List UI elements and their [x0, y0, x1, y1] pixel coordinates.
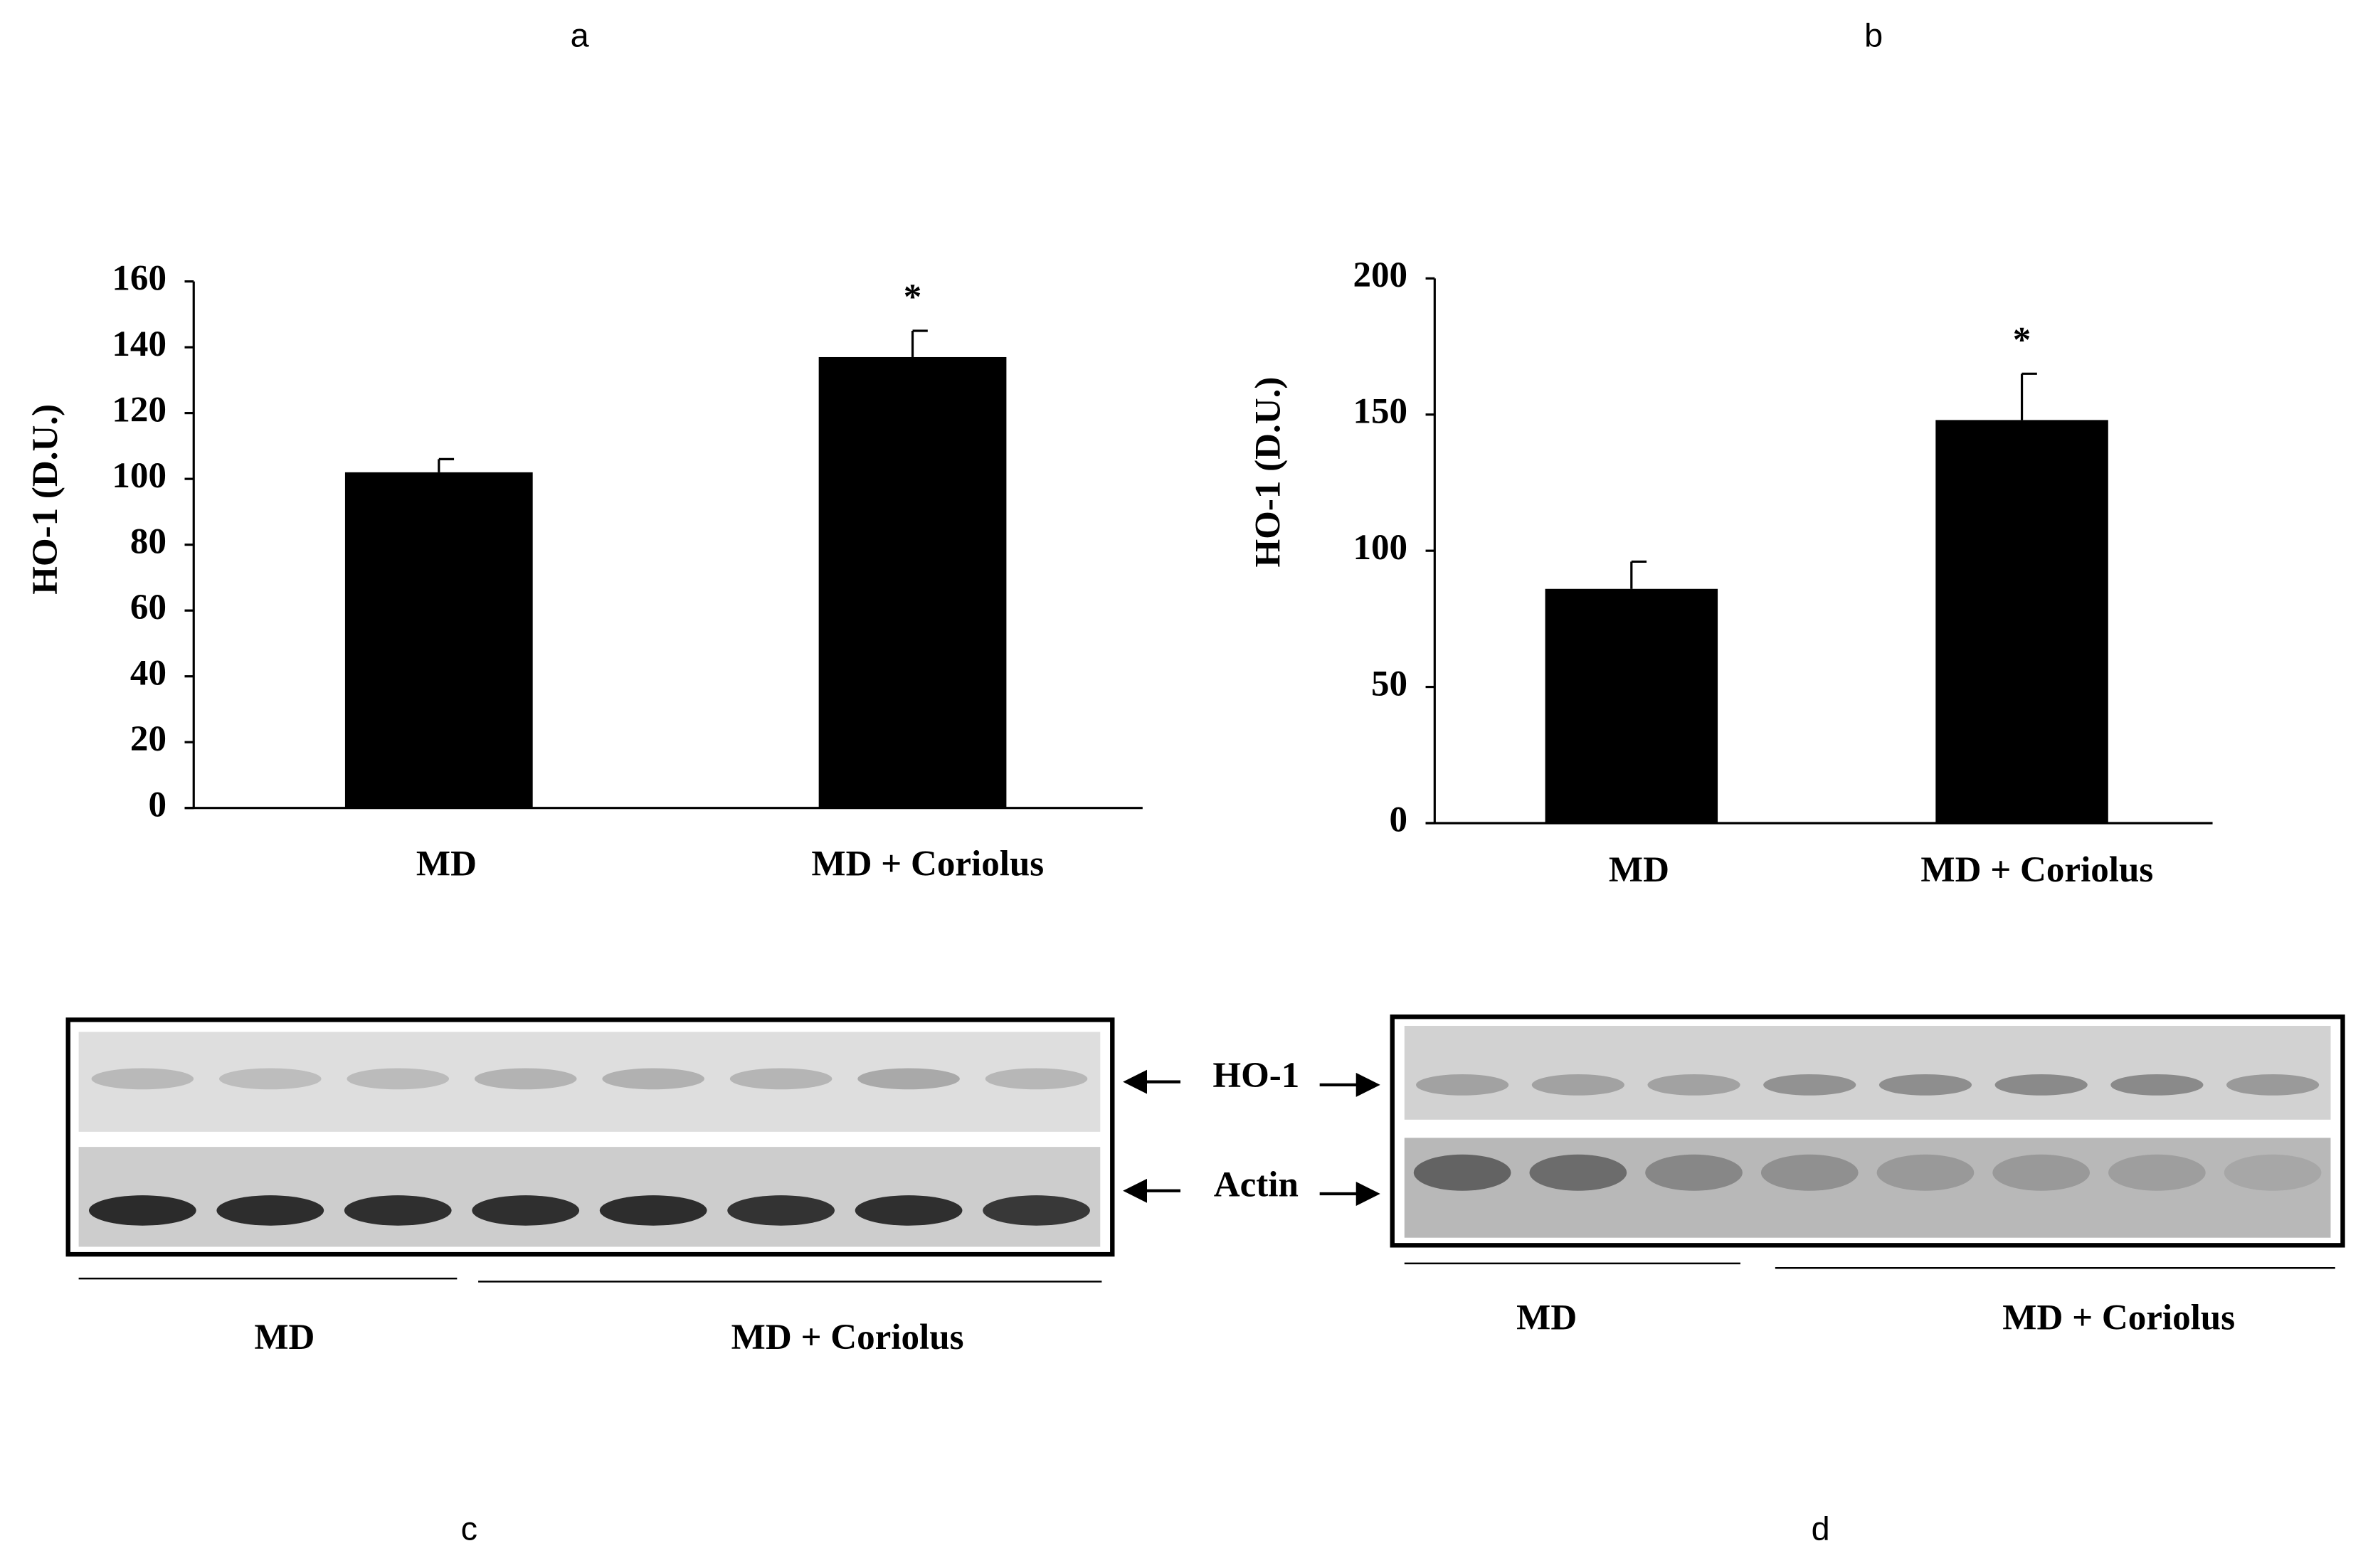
blot-band	[344, 1195, 452, 1226]
blot-band	[1878, 1074, 1972, 1096]
blot-band	[1647, 1074, 1740, 1096]
blot-image	[1390, 1015, 2345, 1248]
y-tick-label: 160	[112, 258, 167, 298]
error-bar	[438, 457, 455, 472]
y-tick-label: 60	[130, 588, 167, 627]
y-axis-label: HO-1 (D.U.)	[26, 404, 65, 595]
blot-band	[729, 1068, 833, 1090]
blot-strip	[1404, 1025, 2331, 1120]
y-tick-label: 100	[1353, 528, 1407, 568]
y-tick-label: 80	[130, 521, 167, 561]
blot-band	[1645, 1154, 1743, 1191]
bar	[1545, 588, 1718, 823]
bar	[818, 356, 1007, 808]
blot-band	[1876, 1154, 1975, 1191]
blot-band	[2108, 1154, 2206, 1191]
blot-band	[1763, 1074, 1856, 1096]
group-label: MD	[254, 1318, 315, 1357]
error-bar	[2020, 372, 2037, 420]
blot-band	[983, 1195, 1090, 1226]
blot-band	[216, 1195, 324, 1226]
y-tick-label: 140	[112, 324, 167, 364]
blot-band	[1416, 1074, 1509, 1096]
blot-band	[1531, 1074, 1624, 1096]
x-tick-label: MD + Coriolus	[1920, 850, 2153, 890]
y-axis-label: HO-1 (D.U.)	[1248, 377, 1288, 568]
y-tick-label: 20	[130, 719, 167, 759]
y-tick-label: 120	[112, 390, 167, 430]
blot-band	[1529, 1154, 1627, 1191]
blot-band	[1992, 1154, 2091, 1191]
blot-band	[985, 1068, 1088, 1090]
x-tick-label: MD	[416, 844, 477, 884]
blot-band	[727, 1195, 835, 1226]
blot-image	[65, 1017, 1115, 1257]
bar	[344, 472, 533, 808]
blot-band	[91, 1068, 194, 1090]
y-tick-label: 50	[1371, 664, 1407, 704]
blot-band	[219, 1068, 322, 1090]
blot-band	[855, 1195, 963, 1226]
y-tick-label: 40	[130, 653, 167, 693]
blot-band	[88, 1195, 196, 1226]
group-label: MD + Coriolus	[2002, 1298, 2235, 1337]
blot-strip	[78, 1147, 1101, 1247]
panel-label: b	[1864, 17, 1883, 54]
blot-band	[1413, 1154, 1511, 1191]
blot-band	[2110, 1074, 2204, 1096]
y-tick-label: 200	[1353, 255, 1407, 295]
blot-band	[1760, 1154, 1859, 1191]
x-tick-label: MD	[1609, 850, 1669, 890]
blot-band	[1994, 1074, 2088, 1096]
blot-band	[857, 1068, 960, 1090]
blot-band	[2224, 1154, 2322, 1191]
error-bar	[911, 329, 928, 357]
blot-band	[347, 1068, 450, 1090]
bar	[1935, 420, 2108, 823]
panel-label: a	[571, 17, 590, 54]
blot-band	[602, 1068, 704, 1090]
error-bar	[1630, 560, 1647, 589]
blot-band	[472, 1195, 580, 1226]
y-tick-label: 100	[112, 456, 167, 496]
group-label: MD	[1516, 1298, 1577, 1337]
blot-band	[474, 1068, 577, 1090]
significance-marker: *	[904, 277, 922, 317]
panel-label: d	[1812, 1510, 1830, 1547]
blot-band	[599, 1195, 707, 1226]
blot-band	[2226, 1074, 2320, 1096]
blot-strip	[1404, 1138, 2331, 1238]
x-tick-label: MD + Coriolus	[811, 844, 1044, 884]
band-label: Actin	[1214, 1165, 1299, 1204]
y-tick-label: 0	[1390, 800, 1408, 840]
group-label: MD + Coriolus	[731, 1318, 964, 1357]
y-tick-label: 150	[1353, 391, 1407, 431]
panel-label: c	[461, 1510, 477, 1547]
band-label: HO-1	[1212, 1056, 1299, 1096]
y-tick-label: 0	[148, 785, 167, 825]
significance-marker: *	[2013, 321, 2031, 361]
